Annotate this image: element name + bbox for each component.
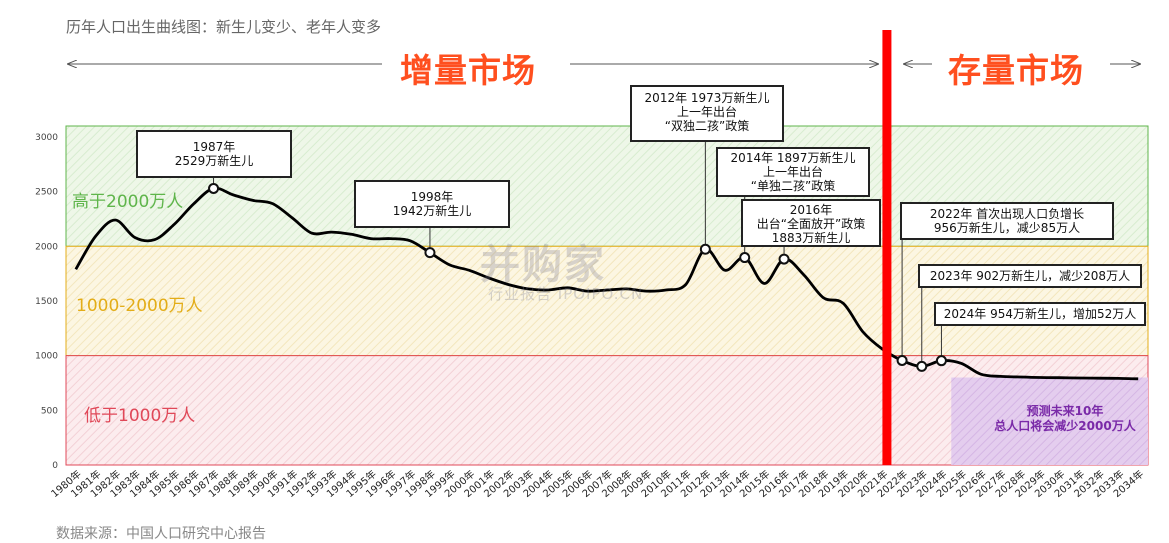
marker-layer xyxy=(208,182,947,372)
watermark-subtext: 行业报告 IPOIPO.CN xyxy=(488,285,644,303)
population-chart: 0500100015002000250030001980年1981年1982年1… xyxy=(35,30,1149,500)
highlight-point xyxy=(916,360,928,372)
forecast-region xyxy=(951,377,1148,465)
callout-2014: 2014年 1897万新生儿 上一年出台 “单独二孩”政策 xyxy=(716,147,870,197)
highlight-point xyxy=(778,253,790,265)
highlight-point xyxy=(424,247,436,259)
y-tick-label: 500 xyxy=(41,406,58,416)
highlight-point xyxy=(896,354,908,366)
line-layer xyxy=(74,186,1139,381)
callout-1998: 1998年 1942万新生儿 xyxy=(354,180,510,228)
y-tick-label: 1000 xyxy=(35,352,58,362)
watermark-logo-text: 并购家 xyxy=(480,242,606,288)
highlight-point xyxy=(739,252,751,264)
increment-market-label: 增量市场 xyxy=(392,44,544,92)
market-divider xyxy=(882,30,892,465)
birth-series-line xyxy=(74,186,1139,381)
y-tick-label: 1500 xyxy=(35,297,58,307)
highlight-point xyxy=(699,243,711,255)
forecast-area xyxy=(951,377,1148,465)
callout-2012: 2012年 1973万新生儿 上一年出台 “双独二孩”政策 xyxy=(630,85,784,142)
stock-market-label: 存量市场 xyxy=(940,44,1092,92)
divider-layer xyxy=(882,30,892,465)
callout-1987: 1987年 2529万新生儿 xyxy=(136,130,292,178)
callout-2016: 2016年 出台“全面放开”政策 1883万新生儿 xyxy=(741,199,881,247)
forecast-note: 预测未来10年 总人口将会减少2000万人 xyxy=(994,404,1136,433)
band-label-mid: 1000-2000万人 xyxy=(76,296,203,316)
y-tick-label: 3000 xyxy=(35,133,58,143)
y-tick-label: 0 xyxy=(52,461,58,471)
callout-2024: 2024年 954万新生儿，增加52万人 xyxy=(934,302,1146,326)
callout-2022: 2022年 首次出现人口负增长 956万新生儿，减少85万人 xyxy=(900,202,1114,240)
y-tick-label: 2500 xyxy=(35,188,58,198)
highlight-point xyxy=(935,355,947,367)
band-label-high: 高于2000万人 xyxy=(72,192,184,212)
highlight-point xyxy=(208,182,220,194)
chart-title: 历年人口出生曲线图：新生儿变少、老年人变多 xyxy=(66,18,382,36)
data-source: 数据来源：中国人口研究中心报告 xyxy=(56,526,266,542)
y-tick-label: 2000 xyxy=(35,242,58,252)
band-label-low: 低于1000万人 xyxy=(84,406,196,426)
callout-2023: 2023年 902万新生儿，减少208万人 xyxy=(918,264,1142,288)
